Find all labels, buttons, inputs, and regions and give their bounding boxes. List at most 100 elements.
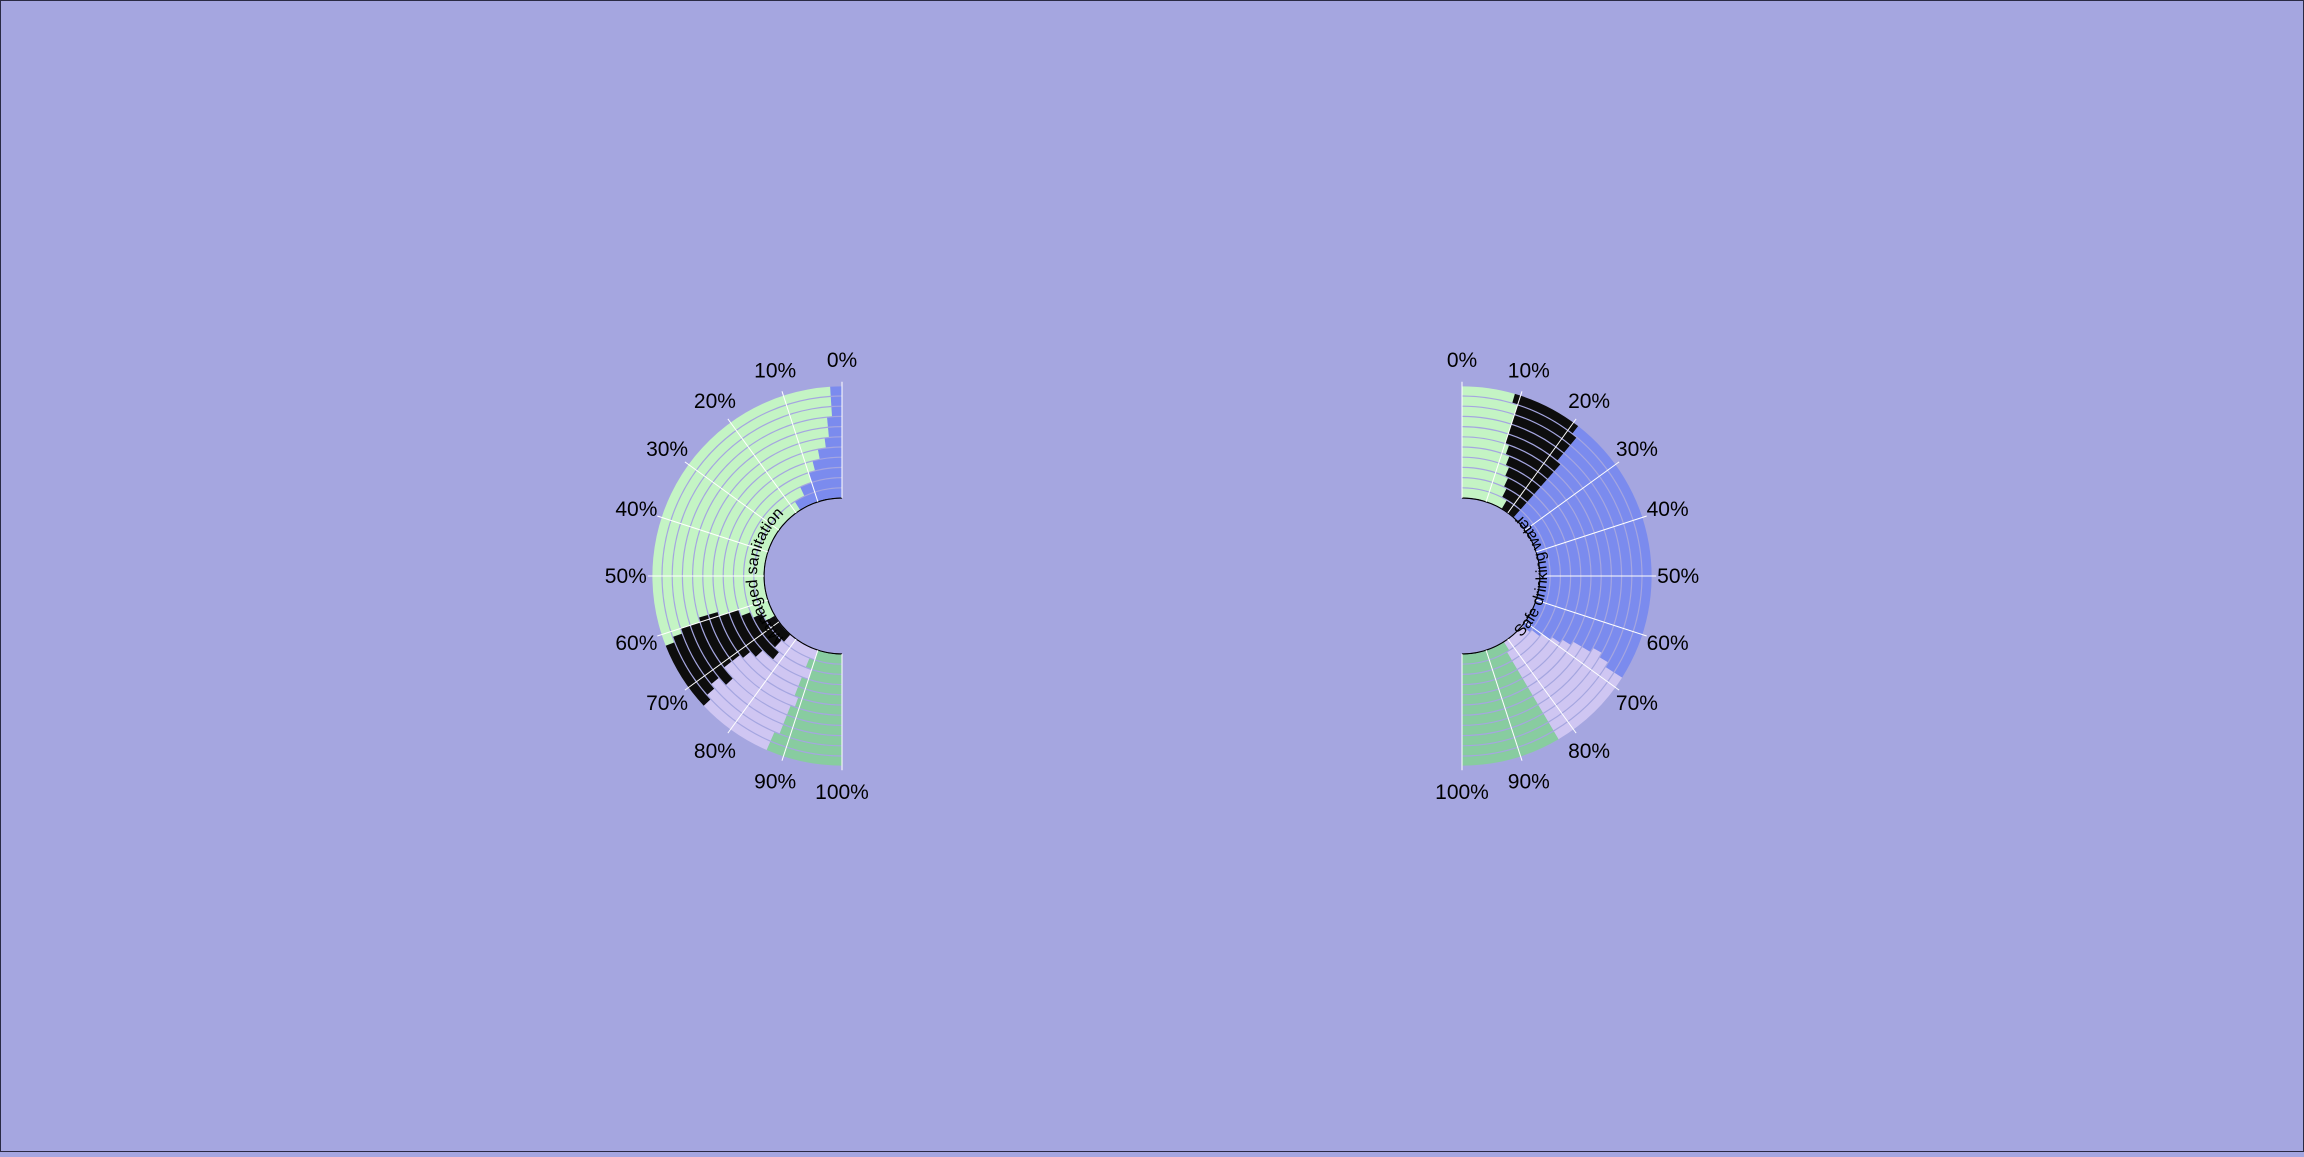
left-ring-1-basic-segment <box>754 502 800 621</box>
left-ring-4-unimproved-segment <box>755 650 802 686</box>
right-ring-8-basic-segment <box>1462 417 1512 434</box>
left-tick-label-0: 0% <box>827 349 857 372</box>
right-ring-5-basic-segment <box>1462 447 1510 465</box>
left-tick-label-6: 60% <box>615 632 657 655</box>
left-ring-10-surface-segment <box>770 732 842 756</box>
right-ring-5-surface-segment <box>1462 678 1528 705</box>
left-tick-label-5: 50% <box>605 565 647 588</box>
left-ring-8-unimproved-segment <box>726 678 787 724</box>
right-gridline-3 <box>1524 461 1620 531</box>
left-gridline-3 <box>684 461 780 531</box>
left-ring-8-safely_managed-segment <box>827 416 842 427</box>
left-ring-2-surface-segment <box>805 658 842 674</box>
left-gridline-8 <box>727 638 797 734</box>
left-tick-label-9: 90% <box>754 771 796 794</box>
left-ring-4-surface-segment <box>798 677 842 695</box>
right-ring-4-safely_managed-segment <box>1534 487 1581 643</box>
right-ring-10-safely_managed-segment <box>1570 437 1642 673</box>
left-ring-1-limited-segment <box>766 616 791 642</box>
right-tick-label-0: 0% <box>1447 349 1477 372</box>
left-gridline-9 <box>781 650 819 761</box>
right-ring-7-limited-segment <box>1505 434 1561 472</box>
left-tick-label-10: 100% <box>815 781 869 804</box>
left-ring-3-basic-segment <box>734 473 812 616</box>
right-tick-label-4: 40% <box>1647 498 1689 521</box>
right-ring-8-limited-segment <box>1508 424 1564 461</box>
right-ring-10-basic-segment <box>1462 396 1518 414</box>
right-ring-7-surface-segment <box>1462 696 1538 725</box>
right-ring-9-safely_managed-segment <box>1564 445 1632 663</box>
right-tick-label-9: 90% <box>1508 771 1550 794</box>
right-tick-label-2: 20% <box>1568 390 1610 413</box>
left-radial-chart: 0%10%20%30%40%50%60%70%80%90% 100%Managed… <box>605 349 869 804</box>
right-ring-11-basic-segment <box>1462 386 1515 403</box>
right-ring-3-unimproved-segment <box>1512 634 1550 669</box>
left-gridline-4 <box>657 515 768 553</box>
right-ring-10-surface-segment <box>1462 722 1554 756</box>
right-ring-5-safely_managed-segment <box>1540 479 1591 645</box>
right-ring-2-unimproved-segment <box>1507 630 1540 661</box>
right-gridline-9 <box>1485 650 1523 761</box>
left-tick-label-3: 30% <box>646 438 688 461</box>
right-tick-label-5: 50% <box>1657 565 1699 588</box>
left-ring-7-unimproved-segment <box>724 661 791 715</box>
right-ring-9-limited-segment <box>1511 415 1570 453</box>
left-ring-5-basic-segment <box>713 449 820 616</box>
left-ring-6-surface-segment <box>795 697 842 715</box>
right-gridline-1 <box>1485 391 1523 502</box>
left-ring-3-surface-segment <box>808 670 842 684</box>
left-tick-label-1: 10% <box>754 359 796 382</box>
right-tick-label-3: 30% <box>1616 438 1658 461</box>
left-gridline-2 <box>727 418 797 514</box>
right-ring-7-safely_managed-segment <box>1554 464 1611 652</box>
right-ring-1-surface-segment <box>1462 642 1509 664</box>
left-ring-10-safely_managed-segment <box>830 396 842 406</box>
right-ring-3-basic-segment <box>1462 468 1508 487</box>
right-radial-chart: 0% 10%20%30%40%50%60%70%80%90%100%Safe dr… <box>1435 349 1699 804</box>
right-ring-6-unimproved-segment <box>1527 641 1582 696</box>
left-ring-5-limited-segment <box>719 612 751 658</box>
left-tick-label-2: 20% <box>694 390 736 413</box>
right-gridline-2 <box>1507 418 1577 514</box>
left-ring-4-limited-segment <box>729 609 763 657</box>
left-ring-7-safely_managed-segment <box>827 427 842 437</box>
right-ring-7-basic-segment <box>1462 427 1508 444</box>
left-tick-label-8: 80% <box>694 740 736 763</box>
right-ring-9-basic-segment <box>1462 406 1515 424</box>
right-ring-11-unimproved-segment <box>1553 672 1623 740</box>
right-ring-8-unimproved-segment <box>1538 648 1602 713</box>
left-ring-7-limited-segment <box>699 615 732 668</box>
right-ring-2-limited-segment <box>1502 488 1527 510</box>
right-ring-8-safely_managed-segment <box>1557 453 1621 653</box>
right-ring-4-basic-segment <box>1462 457 1509 476</box>
left-ring-4-safely_managed-segment <box>812 457 842 471</box>
right-tick-label-1: 10% <box>1508 359 1550 382</box>
left-ring-2-unimproved-segment <box>775 640 810 667</box>
left-ring-6-limited-segment <box>708 612 740 661</box>
right-ring-1-basic-segment <box>1462 488 1507 509</box>
right-tick-label-10: 100% <box>1435 781 1489 804</box>
right-tick-label-8: 80% <box>1568 740 1610 763</box>
right-gridline-6 <box>1536 599 1647 637</box>
right-ring-2-basic-segment <box>1462 478 1507 497</box>
left-tick-label-4: 40% <box>615 498 657 521</box>
left-ring-11-surface-segment <box>766 741 842 766</box>
left-ring-2-safely_managed-segment <box>800 478 842 496</box>
right-ring-8-surface-segment <box>1462 705 1543 735</box>
left-ring-3-unimproved-segment <box>773 652 812 679</box>
right-ring-5-limited-segment <box>1505 456 1547 487</box>
left-ring-9-surface-segment <box>779 724 842 746</box>
left-ring-8-surface-segment <box>783 715 842 735</box>
right-ring-6-surface-segment <box>1462 687 1533 715</box>
left-ring-10-limited-segment <box>673 633 715 695</box>
right-ring-10-unimproved-segment <box>1548 667 1614 731</box>
right-ring-6-safely_managed-segment <box>1547 472 1601 647</box>
left-ring-5-surface-segment <box>794 687 842 705</box>
right-gridline-7 <box>1524 621 1620 691</box>
right-ring-6-basic-segment <box>1462 437 1509 455</box>
left-gridline-7 <box>684 621 780 691</box>
left-ring-11-limited-segment <box>665 642 711 706</box>
left-ring-1-unimproved-segment <box>784 634 818 660</box>
right-ring-3-safely_managed-segment <box>1527 494 1571 640</box>
